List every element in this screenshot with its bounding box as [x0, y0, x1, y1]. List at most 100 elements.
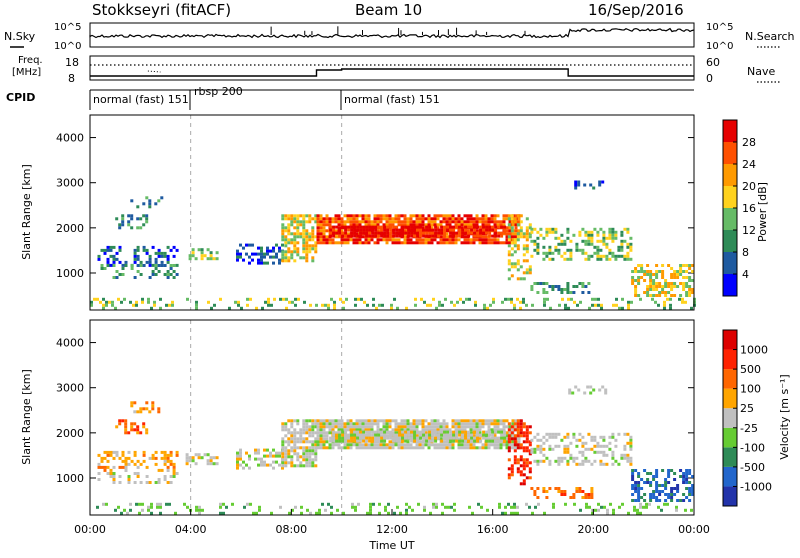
- echo-cell: [640, 487, 644, 490]
- echo-cell: [106, 248, 110, 252]
- echo-cell: [620, 242, 624, 246]
- echo-cell: [500, 439, 504, 443]
- echo-cell: [661, 276, 665, 279]
- colorbar-segment: [723, 427, 737, 448]
- echo-cell: [258, 505, 261, 509]
- echo-cell: [293, 244, 297, 248]
- echo-cell: [522, 277, 526, 281]
- echo-cell: [448, 217, 452, 221]
- colorbar-segment: [723, 388, 737, 409]
- echo-cell: [136, 459, 140, 463]
- echo-cell: [332, 228, 336, 232]
- echo-cell: [293, 241, 297, 245]
- echo-cell: [284, 217, 288, 221]
- echo-cell: [284, 425, 288, 429]
- echo-cell: [145, 431, 149, 435]
- echo-cell: [327, 306, 330, 310]
- echo-cell: [590, 496, 594, 499]
- echo-cell: [486, 306, 489, 310]
- echo-cell: [472, 220, 476, 224]
- echo-cell: [380, 234, 384, 238]
- echo-cell: [314, 431, 318, 435]
- echo-cell: [602, 236, 606, 240]
- echo-cell: [342, 306, 345, 310]
- echo-cell: [543, 303, 546, 307]
- echo-cell: [614, 444, 618, 448]
- echo-cell: [634, 267, 638, 270]
- echo-cell: [322, 226, 326, 230]
- echo-cell: [533, 493, 537, 496]
- echo-cell: [391, 220, 395, 224]
- echo-cell: [513, 455, 517, 459]
- echo-cell: [269, 451, 272, 455]
- echo-cell: [154, 462, 158, 466]
- echo-cell: [578, 450, 582, 454]
- echo-cell: [374, 439, 378, 443]
- echo-cell: [511, 428, 515, 432]
- echo-cell: [406, 446, 410, 450]
- echo-cell: [600, 303, 603, 307]
- echo-cell: [319, 419, 323, 423]
- echo-cell: [661, 288, 665, 291]
- range-tick-label: 1000: [56, 472, 84, 485]
- echo-cell: [163, 273, 167, 276]
- echo-cell: [571, 391, 575, 395]
- echo-cell: [169, 459, 173, 463]
- echo-cell: [343, 425, 347, 429]
- echo-cell: [473, 439, 477, 443]
- echo-cell: [503, 436, 507, 440]
- echo-cell: [114, 306, 117, 310]
- echo-cell: [667, 496, 671, 499]
- echo-cell: [374, 228, 378, 232]
- echo-cell: [358, 220, 362, 224]
- echo-cell: [349, 419, 353, 423]
- echo-cell: [516, 235, 520, 239]
- echo-cell: [362, 433, 366, 437]
- echo-cell: [530, 487, 534, 490]
- echo-cell: [118, 245, 122, 249]
- echo-cell: [281, 422, 285, 426]
- echo-cell: [392, 225, 396, 229]
- echo-cell: [378, 502, 381, 506]
- echo-cell: [631, 493, 635, 496]
- echo-cell: [505, 437, 509, 441]
- echo-cell: [590, 462, 594, 466]
- echo-cell: [670, 288, 674, 291]
- echo-cell: [130, 428, 134, 432]
- echo-cell: [516, 297, 519, 301]
- echo-cell: [421, 238, 425, 242]
- echo-cell: [166, 260, 170, 264]
- echo-cell: [121, 453, 125, 457]
- echo-cell: [593, 444, 597, 448]
- echo-cell: [272, 255, 275, 259]
- echo-cell: [284, 226, 288, 230]
- echo-cell: [681, 300, 684, 304]
- echo-cell: [592, 388, 596, 392]
- echo-cell: [528, 268, 532, 272]
- echo-cell: [302, 464, 306, 468]
- echo-cell: [652, 288, 656, 291]
- echo-cell: [263, 454, 266, 458]
- echo-cell: [308, 235, 312, 239]
- echo-cell: [652, 294, 656, 297]
- echo-cell: [661, 270, 665, 273]
- echo-cell: [691, 493, 695, 496]
- echo-cell: [278, 463, 281, 467]
- echo-cell: [352, 428, 356, 432]
- echo-cell: [428, 436, 432, 440]
- echo-cell: [284, 440, 288, 444]
- echo-cell: [384, 508, 387, 512]
- echo-cell: [466, 422, 470, 426]
- colorbar-tick-label: 500: [740, 363, 761, 376]
- echo-cell: [293, 419, 297, 423]
- echo-cell: [587, 291, 591, 294]
- echo-cell: [263, 261, 266, 265]
- echo-cell: [389, 228, 393, 232]
- echo-cell: [430, 422, 434, 426]
- echo-cell: [346, 217, 350, 221]
- echo-cell: [548, 487, 552, 490]
- echo-cell: [388, 217, 392, 221]
- echo-cell: [458, 430, 462, 434]
- echo-cell: [478, 446, 482, 450]
- echo-cell: [463, 214, 467, 218]
